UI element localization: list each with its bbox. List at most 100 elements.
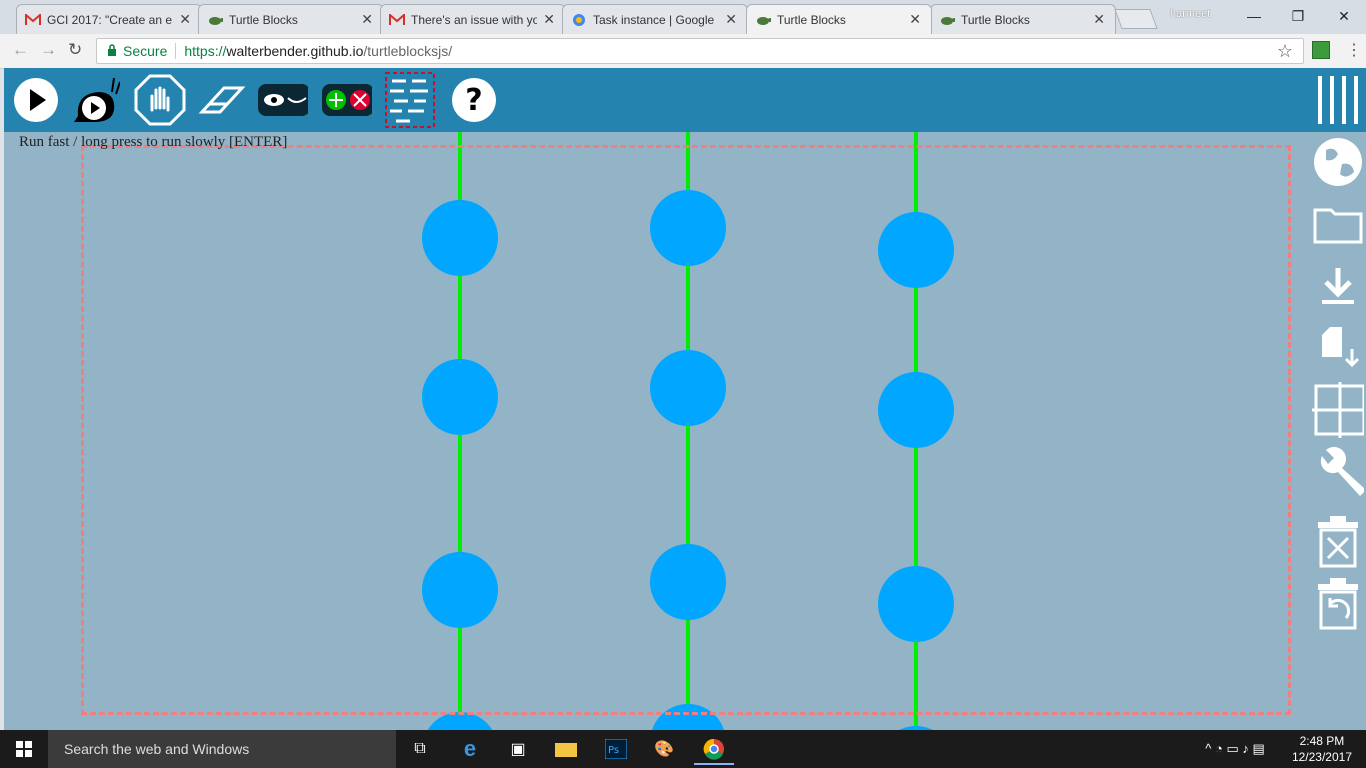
grid-icon — [1312, 382, 1364, 438]
delete-icon — [1318, 516, 1358, 568]
globe-icon — [1314, 138, 1362, 186]
turtle-icon — [755, 12, 771, 28]
close-tab-icon[interactable]: ✕ — [909, 11, 921, 27]
close-tab-icon[interactable]: ✕ — [361, 11, 373, 27]
turtle-dot — [650, 350, 726, 426]
url-scheme: https:// — [184, 43, 227, 59]
address-bar[interactable]: Secure https://walterbender.github.io/tu… — [96, 38, 1304, 64]
clock-time: 2:48 PM — [1299, 734, 1345, 748]
turtle-icon — [207, 12, 223, 28]
svg-text:Ps: Ps — [608, 745, 619, 756]
gmail-icon — [25, 12, 41, 28]
back-icon[interactable]: ← — [12, 40, 29, 59]
save-as-button[interactable] — [1312, 322, 1364, 374]
close-window-button[interactable]: ✕ — [1338, 8, 1350, 24]
bookmark-star-icon[interactable]: ☆ — [1276, 41, 1293, 61]
clock-date: 12/23/2017 — [1291, 750, 1352, 764]
close-tab-icon[interactable]: ✕ — [179, 11, 191, 27]
turtle-icon — [939, 12, 955, 28]
edge-icon[interactable]: e — [463, 736, 477, 761]
language-button[interactable] — [1312, 136, 1364, 188]
tab-gci[interactable]: GCI 2017: "Create an e ✕ — [16, 4, 202, 34]
url-host: walterbender.github.io — [226, 43, 364, 59]
tab-turtle-3[interactable]: Turtle Blocks ✕ — [930, 4, 1116, 34]
hide-blocks-button[interactable] — [256, 74, 308, 126]
delete-button[interactable] — [1312, 516, 1364, 568]
file-explorer-icon[interactable] — [546, 735, 586, 763]
restore-button[interactable] — [1312, 578, 1364, 630]
save-button[interactable] — [1312, 260, 1364, 312]
open-button[interactable] — [1312, 198, 1364, 250]
run-slow-button[interactable] — [68, 74, 120, 126]
tab-issue[interactable]: There's an issue with yo ✕ — [380, 4, 566, 34]
start-button[interactable] — [0, 730, 48, 768]
close-tab-icon[interactable]: ✕ — [725, 11, 737, 27]
lock-icon — [107, 43, 117, 59]
secure-label: Secure — [123, 43, 168, 59]
turtle-dot — [422, 552, 498, 628]
main-toolbar: ? — [4, 68, 1366, 132]
restore-icon — [1318, 578, 1358, 630]
collapse-blocks-icon — [322, 84, 372, 116]
tab-title: Turtle Blocks — [961, 12, 1030, 27]
paint-icon[interactable]: 🎨 — [654, 741, 674, 758]
turtle-dot — [878, 566, 954, 642]
run-fast-icon — [14, 78, 58, 122]
url-path: /turtleblocksjs/ — [363, 43, 453, 59]
task-view-icon[interactable]: ⧉ — [414, 740, 426, 757]
clear-icon — [198, 86, 246, 114]
store-icon[interactable]: ▣ — [510, 741, 526, 758]
tab-title: GCI 2017: "Create an e — [47, 12, 172, 27]
turtle-dot — [878, 372, 954, 448]
turtle-dot — [422, 359, 498, 435]
profile-name[interactable]: harmeet — [1170, 8, 1211, 20]
menu-icon — [1318, 76, 1358, 124]
save-as-icon — [1322, 327, 1360, 368]
save-icon — [1322, 268, 1354, 304]
maximize-button[interactable]: ❐ — [1291, 8, 1305, 24]
palette-button[interactable] — [384, 72, 436, 128]
system-clock[interactable]: 2:48 PM 12/23/2017 — [1292, 733, 1352, 765]
stop-button[interactable] — [134, 74, 186, 126]
tray-icons[interactable]: ^ ◔ ▭ ♪ ▤ — [1205, 741, 1265, 756]
grid-button[interactable] — [1312, 382, 1364, 438]
forward-icon[interactable]: → — [40, 40, 57, 59]
reload-icon[interactable]: ↻ — [68, 40, 83, 59]
tab-task-instance[interactable]: Task instance | Google ✕ — [562, 4, 748, 34]
minimize-button[interactable]: — — [1247, 8, 1261, 24]
browser-toolbar: ← → ↻ Secure https://walterbender.github… — [0, 34, 1366, 69]
gear-icon — [571, 12, 587, 28]
turtle-canvas[interactable] — [4, 68, 1366, 730]
menu-button[interactable] — [1310, 74, 1362, 126]
settings-button[interactable] — [1312, 446, 1364, 498]
windows-logo-icon — [16, 741, 32, 757]
gmail-icon — [389, 12, 405, 28]
run-hint-text: Run fast / long press to run slowly [ENT… — [19, 134, 288, 150]
help-button[interactable]: ? — [448, 74, 500, 126]
chrome-menu-icon[interactable]: ⋮ — [1346, 42, 1362, 59]
settings-icon — [1320, 446, 1364, 496]
taskbar-search[interactable]: Search the web and Windows — [48, 730, 396, 768]
aux-sidebar — [1308, 132, 1366, 730]
close-tab-icon[interactable]: ✕ — [543, 11, 555, 27]
chrome-icon[interactable] — [694, 735, 734, 765]
tab-title: Task instance | Google — [593, 12, 715, 27]
hide-blocks-icon — [258, 84, 308, 116]
url-text: https://walterbender.github.io/turtleblo… — [184, 43, 452, 59]
windows-taskbar: Search the web and Windows ⧉ e ▣ Ps 🎨 ^ … — [0, 730, 1366, 768]
clear-button[interactable] — [196, 74, 248, 126]
close-tab-icon[interactable]: ✕ — [1093, 11, 1105, 27]
tab-turtle-active[interactable]: Turtle Blocks ✕ — [746, 4, 932, 34]
turtle-dot — [878, 212, 954, 288]
turtle-dot — [427, 712, 493, 730]
run-fast-button[interactable] — [10, 74, 62, 126]
svg-text:?: ? — [465, 83, 482, 118]
divider — [175, 43, 177, 59]
tab-turtle-1[interactable]: Turtle Blocks ✕ — [198, 4, 384, 34]
run-slow-icon — [74, 77, 120, 122]
extension-icon[interactable] — [1312, 41, 1330, 59]
help-icon: ? — [452, 78, 496, 122]
collapse-blocks-button[interactable] — [320, 74, 372, 126]
photoshop-icon[interactable]: Ps — [596, 735, 636, 763]
new-tab-button[interactable] — [1114, 9, 1158, 29]
